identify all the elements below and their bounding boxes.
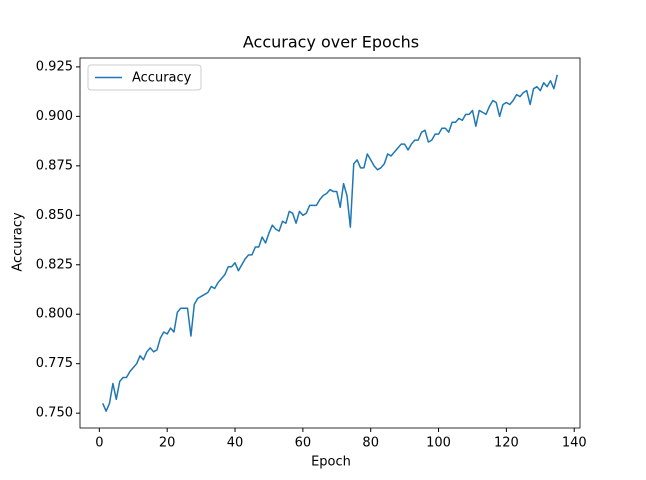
x-tick-label: 20 [159,436,176,451]
legend-box [87,64,202,91]
x-tick-label: 60 [295,436,312,451]
y-tick-label: 0.925 [36,59,73,74]
y-tick-label: 0.800 [36,307,73,322]
y-tick-label: 0.750 [36,406,73,421]
data-line [102,74,559,412]
x-tick-label: 100 [426,436,451,451]
x-tick-label: 120 [494,436,519,451]
legend-label: Accuracy [132,71,192,86]
y-tick-label: 0.775 [36,356,73,371]
x-tick-label: 0 [95,436,103,451]
x-tick-label: 80 [362,436,379,451]
y-axis-label: Accuracy [11,212,26,272]
y-tick-label: 0.875 [36,158,73,173]
chart-title: Accuracy over Epochs [243,33,419,52]
x-axis-label: Epoch [311,455,351,470]
y-tick-label: 0.900 [36,109,73,124]
plot-frame [79,57,581,429]
x-tick-label: 140 [562,436,587,451]
y-tick-label: 0.850 [36,208,73,223]
x-tick-label: 40 [227,436,244,451]
y-tick-label: 0.825 [36,257,73,272]
